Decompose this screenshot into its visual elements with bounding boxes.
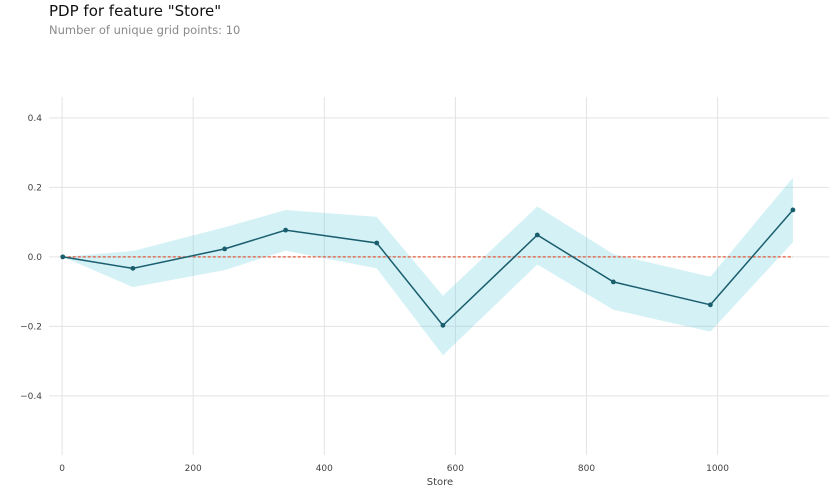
data-point bbox=[283, 227, 289, 233]
data-point bbox=[534, 232, 540, 238]
data-point bbox=[440, 322, 446, 328]
chart-subtitle: Number of unique grid points: 10 bbox=[49, 23, 241, 37]
pdp-polyline bbox=[62, 209, 794, 327]
confidence-band-area bbox=[62, 177, 793, 356]
data-point bbox=[790, 207, 796, 213]
tick-labels: 0 200 400 600 800 1000 −0.4 −0.2 0.0 0.2 0.4 bbox=[20, 114, 729, 474]
grid-lines bbox=[49, 97, 829, 455]
x-tick-label: 600 bbox=[447, 464, 464, 474]
data-point bbox=[610, 279, 616, 285]
y-tick-label: −0.2 bbox=[20, 322, 42, 332]
pdp-line bbox=[62, 209, 794, 327]
confidence-band bbox=[62, 177, 793, 356]
y-tick-label: 0.4 bbox=[28, 114, 43, 124]
x-tick-label: 200 bbox=[185, 464, 202, 474]
y-tick-label: 0.2 bbox=[28, 183, 42, 193]
data-point bbox=[707, 302, 713, 308]
x-tick-label: 800 bbox=[578, 464, 595, 474]
data-point bbox=[130, 265, 136, 271]
data-point bbox=[222, 246, 228, 252]
x-tick-label: 0 bbox=[59, 464, 65, 474]
x-axis-label: Store bbox=[427, 477, 453, 488]
chart-title: PDP for feature "Store" bbox=[49, 2, 222, 20]
data-points bbox=[60, 207, 796, 328]
data-point bbox=[60, 254, 66, 260]
x-tick-label: 400 bbox=[316, 464, 333, 474]
x-tick-label: 1000 bbox=[706, 464, 729, 474]
data-point bbox=[374, 240, 380, 246]
y-tick-label: −0.4 bbox=[20, 392, 42, 402]
y-tick-label: 0.0 bbox=[28, 253, 43, 263]
